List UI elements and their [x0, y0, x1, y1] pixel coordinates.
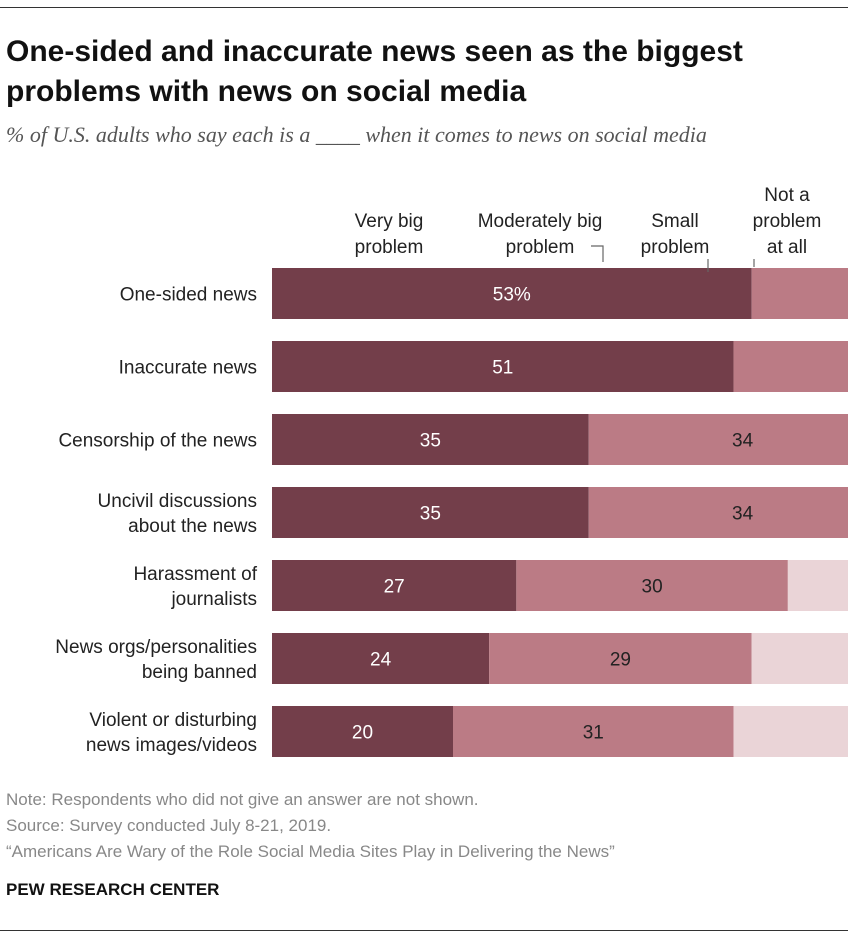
note-text: Note: Respondents who did not give an an…: [6, 790, 479, 809]
bar-segment: [516, 560, 788, 611]
chart-subtitle: % of U.S. adults who say each is a ____ …: [6, 122, 707, 147]
data-label: 24: [370, 650, 392, 671]
bar-segment: [272, 706, 453, 757]
category-label: news images/videos: [86, 735, 257, 756]
bar-segment: [272, 633, 490, 684]
top-rule: [0, 7, 848, 8]
bar-segment: [733, 706, 848, 757]
report-title-text: “Americans Are Wary of the Role Social M…: [6, 842, 615, 861]
category-label: One-sided news: [120, 285, 257, 306]
bar-segment: [272, 341, 734, 392]
legend-header: Small: [651, 211, 699, 232]
category-label: Harassment of: [133, 564, 257, 585]
bar-segment: [272, 487, 589, 538]
org-name: PEW RESEARCH CENTER: [6, 880, 220, 899]
legend-header: problem: [641, 237, 710, 258]
bar-segment: [453, 706, 734, 757]
bar-segment: [588, 487, 848, 538]
data-label: 29: [610, 650, 631, 671]
category-label: News orgs/personalities: [55, 637, 257, 658]
legend-header: Very big: [355, 211, 424, 232]
source-text: Source: Survey conducted July 8-21, 2019…: [6, 816, 332, 835]
chart-title: One-sided and inaccurate news seen as th…: [6, 35, 743, 108]
category-label: Uncivil discussions: [98, 491, 257, 512]
data-label: 20: [352, 723, 373, 744]
category-label: journalists: [170, 589, 257, 610]
data-label: 34: [732, 504, 754, 525]
legend-header: Moderately big: [478, 211, 603, 232]
data-label: 35: [420, 504, 441, 525]
legend-leader-line: [591, 245, 604, 262]
category-label: Inaccurate news: [119, 358, 257, 379]
bar-segment: [489, 633, 752, 684]
data-label: 30: [642, 577, 663, 598]
data-label: 27: [384, 577, 405, 598]
bar-segment: [272, 414, 589, 465]
data-label: 53%: [493, 285, 531, 306]
bottom-rule: [0, 930, 848, 931]
bar-segment: [733, 341, 848, 392]
category-label: being banned: [142, 662, 257, 683]
bar-segment: [751, 268, 848, 319]
category-label: Violent or disturbing: [89, 710, 257, 731]
legend-header: at all: [767, 237, 807, 258]
bar-segment: [787, 560, 848, 611]
category-label: Censorship of the news: [58, 431, 257, 452]
bar-segment: [588, 414, 848, 465]
data-label: 34: [732, 431, 754, 452]
legend-header: problem: [506, 237, 575, 258]
data-label: 35: [420, 431, 441, 452]
category-label: about the news: [128, 516, 257, 537]
bar-segment: [272, 268, 752, 319]
bar-segment: [751, 633, 848, 684]
data-label: 31: [583, 723, 604, 744]
legend-header: problem: [355, 237, 424, 258]
legend-header: Not a: [764, 185, 810, 206]
bar-segment: [272, 560, 517, 611]
data-label: 51: [492, 358, 513, 379]
legend-header: problem: [753, 211, 822, 232]
